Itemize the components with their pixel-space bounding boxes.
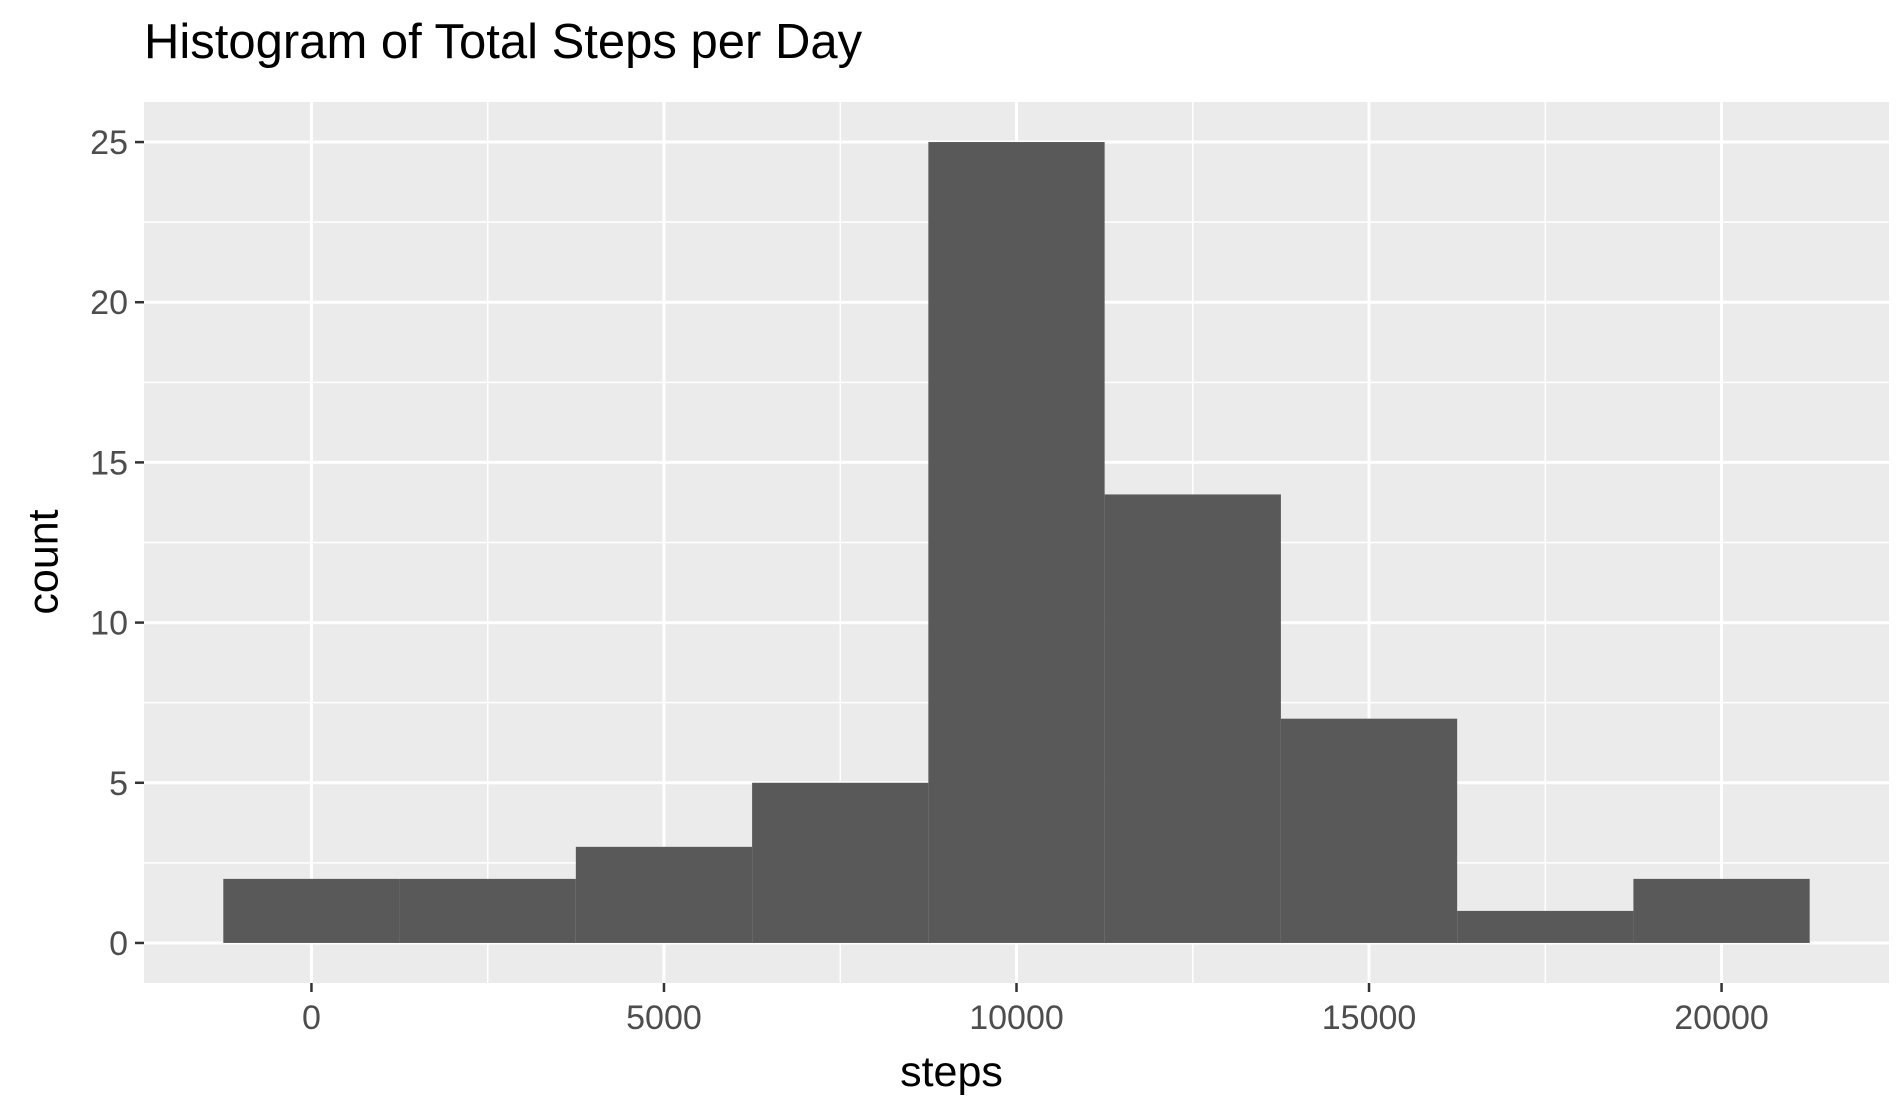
histogram-bar xyxy=(399,878,576,943)
y-tick-label: 0 xyxy=(109,925,128,963)
chart-title: Histogram of Total Steps per Day xyxy=(144,15,863,69)
y-tick-label: 10 xyxy=(90,605,128,643)
x-axis: 0 5000 10000 15000 20000 xyxy=(302,983,1769,1037)
x-tick-label: 20000 xyxy=(1674,999,1769,1037)
x-tick-label: 5000 xyxy=(626,999,702,1037)
y-axis: 0 5 10 15 20 25 xyxy=(90,124,144,963)
y-tick-label: 5 xyxy=(109,765,128,803)
y-tick-label: 15 xyxy=(90,444,128,482)
histogram-bars xyxy=(223,142,1810,943)
histogram-bar xyxy=(223,878,400,943)
histogram-bar xyxy=(1457,910,1634,943)
histogram-bar xyxy=(1280,718,1458,943)
histogram-bar xyxy=(1633,878,1810,943)
y-tick-label: 25 xyxy=(90,124,128,162)
y-tick-label: 20 xyxy=(90,284,128,322)
x-tick-label: 0 xyxy=(302,999,321,1037)
x-axis-label: steps xyxy=(900,1048,1003,1096)
histogram-bar xyxy=(1104,494,1281,943)
y-axis-label: count xyxy=(19,509,68,615)
histogram-bar xyxy=(928,142,1105,943)
x-tick-label: 10000 xyxy=(969,999,1064,1037)
x-tick-label: 15000 xyxy=(1322,999,1417,1037)
histogram-bar xyxy=(752,782,929,943)
histogram-bar xyxy=(575,846,753,943)
